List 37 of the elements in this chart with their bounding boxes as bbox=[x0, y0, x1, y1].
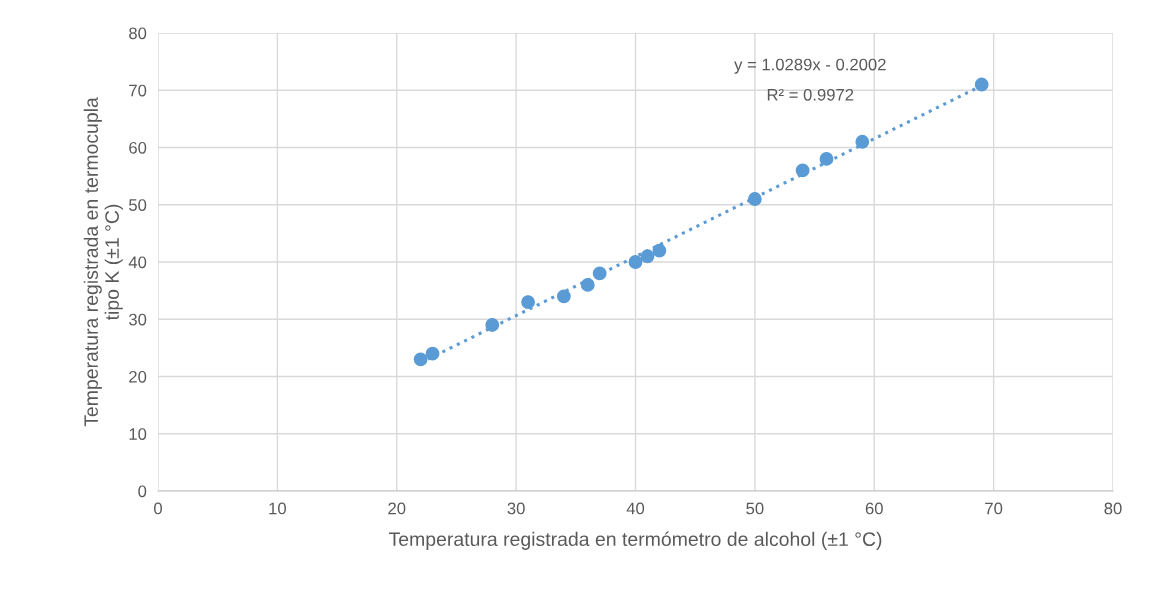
point bbox=[485, 318, 500, 332]
y-tick-label: 60 bbox=[129, 141, 147, 154]
y-tick-label: 10 bbox=[129, 428, 147, 440]
point bbox=[521, 295, 535, 309]
y-tick-label: 40 bbox=[128, 256, 147, 269]
point bbox=[413, 352, 428, 367]
y-tick-label: 20 bbox=[129, 370, 147, 383]
x-tick-label: 60 bbox=[865, 502, 883, 515]
point bbox=[652, 243, 667, 258]
x-axis-title: Temperatura registrada en termómetro de alcohol (±1 °C) bbox=[388, 531, 882, 550]
x-tick-label: 80 bbox=[1104, 502, 1122, 515]
point bbox=[580, 277, 595, 292]
point bbox=[425, 346, 440, 361]
x-tick-label: 50 bbox=[746, 502, 764, 515]
point bbox=[795, 163, 810, 178]
point bbox=[556, 289, 571, 304]
point bbox=[640, 249, 655, 264]
y-tick-label: 50 bbox=[129, 199, 147, 211]
y-axis-title: Temperatura registrada en termocupla tipo K (±1 °C) bbox=[83, 97, 123, 427]
x-tick-label: 10 bbox=[269, 502, 286, 515]
x-tick-label: 40 bbox=[626, 502, 645, 515]
x-tick-label: 0 bbox=[154, 502, 162, 515]
point bbox=[974, 77, 989, 92]
point bbox=[592, 266, 607, 281]
point bbox=[819, 152, 834, 166]
y-tick-label: 80 bbox=[129, 27, 147, 40]
point bbox=[855, 134, 870, 149]
annotation: R² = 0.9972 bbox=[767, 88, 854, 101]
x-tick-label: 30 bbox=[507, 502, 525, 515]
x-tick-label: 70 bbox=[985, 502, 1003, 515]
x-tick-label: 20 bbox=[388, 502, 406, 515]
y-tick-label: 70 bbox=[129, 84, 147, 97]
annotation: y = 1.0289x - 0.2002 bbox=[734, 58, 886, 74]
y-tick-label: 0 bbox=[138, 485, 147, 498]
point bbox=[747, 192, 762, 206]
point bbox=[628, 255, 643, 269]
y-tick-label: 30 bbox=[128, 313, 147, 326]
